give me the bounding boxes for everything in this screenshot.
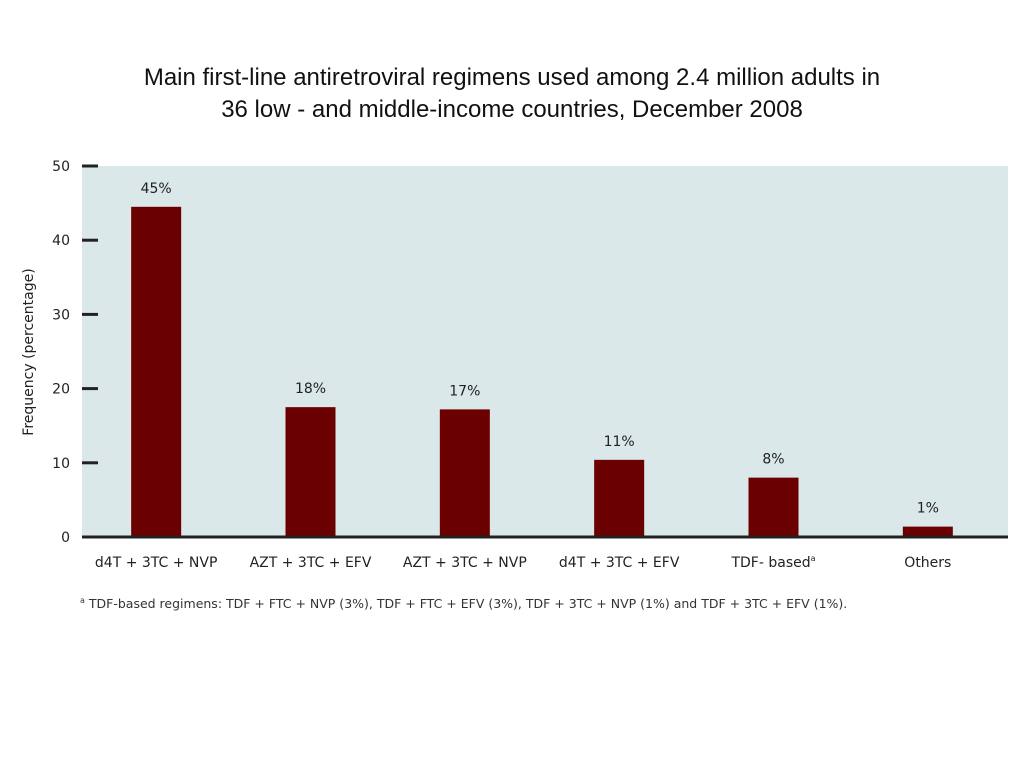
data-label: 45% bbox=[141, 181, 172, 197]
category-label: d4T + 3TC + NVP bbox=[95, 555, 218, 571]
plot-area bbox=[82, 166, 1008, 537]
bar bbox=[594, 459, 645, 537]
y-tick-label: 20 bbox=[52, 382, 70, 398]
category-label: TDF- baseda bbox=[730, 554, 815, 571]
chart-title-line-1: Main first-line antiretroviral regimens … bbox=[143, 64, 881, 91]
bar bbox=[439, 409, 490, 537]
footnote-marker: a bbox=[80, 596, 85, 605]
bar bbox=[131, 206, 182, 537]
chart-title-line-2: 36 low - and middle-income countries, De… bbox=[221, 96, 803, 123]
chart-title: Main first-line antiretroviral regimens … bbox=[0, 62, 1024, 126]
footnote: a TDF-based regimens: TDF + FTC + NVP (3… bbox=[80, 596, 980, 611]
y-tick-label: 0 bbox=[61, 530, 70, 546]
category-label: d4T + 3TC + EFV bbox=[559, 555, 680, 571]
bar bbox=[285, 407, 336, 537]
category-superscript: a bbox=[811, 554, 816, 563]
data-label: 18% bbox=[295, 381, 326, 397]
data-label: 11% bbox=[604, 434, 635, 450]
category-label: AZT + 3TC + NVP bbox=[403, 555, 527, 571]
y-tick-label: 50 bbox=[52, 159, 70, 175]
bar bbox=[902, 526, 953, 537]
data-label: 1% bbox=[917, 501, 939, 517]
y-tick-label: 40 bbox=[52, 233, 70, 249]
category-label: AZT + 3TC + EFV bbox=[250, 555, 372, 571]
bar bbox=[748, 477, 799, 537]
y-tick-label: 10 bbox=[52, 456, 70, 472]
y-tick-label: 30 bbox=[52, 307, 70, 323]
y-axis-title: Frequency (percentage) bbox=[21, 268, 37, 435]
category-label: Others bbox=[904, 555, 951, 571]
data-label: 17% bbox=[449, 383, 480, 399]
footnote-text: TDF-based regimens: TDF + FTC + NVP (3%)… bbox=[88, 596, 848, 612]
data-label: 8% bbox=[762, 452, 784, 468]
